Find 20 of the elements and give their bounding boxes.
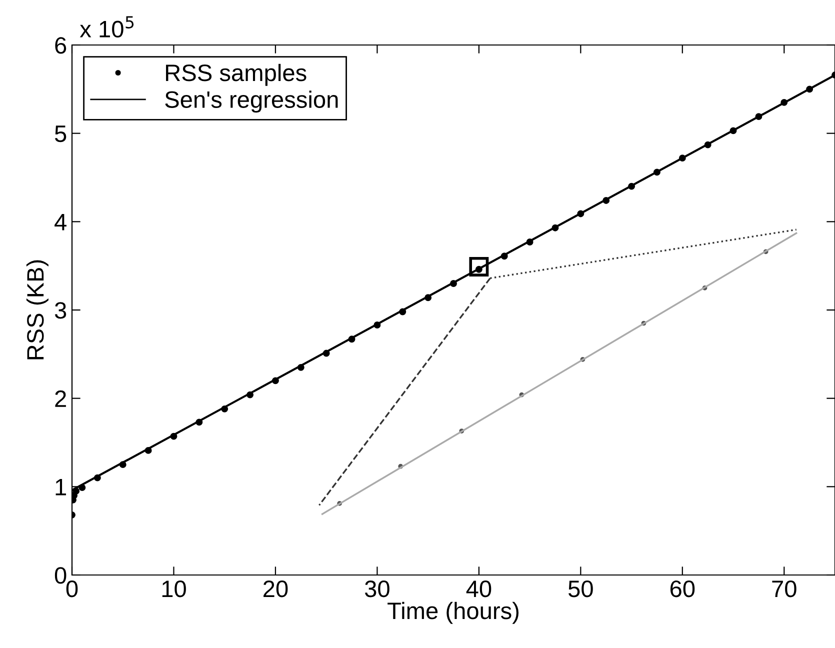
y-tick-label: 1 [56, 478, 66, 496]
y-tick-label: 2 [55, 390, 66, 407]
y-tick-label: 3 [54, 302, 66, 319]
legend-label: RSS samples [166, 64, 306, 86]
x-tick-label: 50 [568, 580, 593, 598]
y-tick-label: 6 [55, 37, 66, 54]
y-tick-label: 0 [54, 567, 66, 584]
y-tick-label: 4 [54, 214, 66, 230]
x-tick-label: 40 [466, 580, 492, 598]
x-tick-label: 20 [264, 580, 288, 598]
text: x 10$^{5}$ [80, 16, 134, 38]
y-tick-label: 5 [54, 126, 66, 142]
x-tick-label: 60 [670, 580, 695, 598]
x-tick-label: 70 [772, 580, 796, 598]
x-tick-label: 0 [66, 580, 78, 598]
x-tick-label: 30 [364, 580, 390, 598]
x-axis-title: Time (hours) [388, 602, 519, 624]
x-tick-label: 10 [162, 580, 186, 598]
y-axis-title: RSS (KB) [26, 260, 48, 360]
legend-label: Sen's regression [165, 90, 338, 113]
